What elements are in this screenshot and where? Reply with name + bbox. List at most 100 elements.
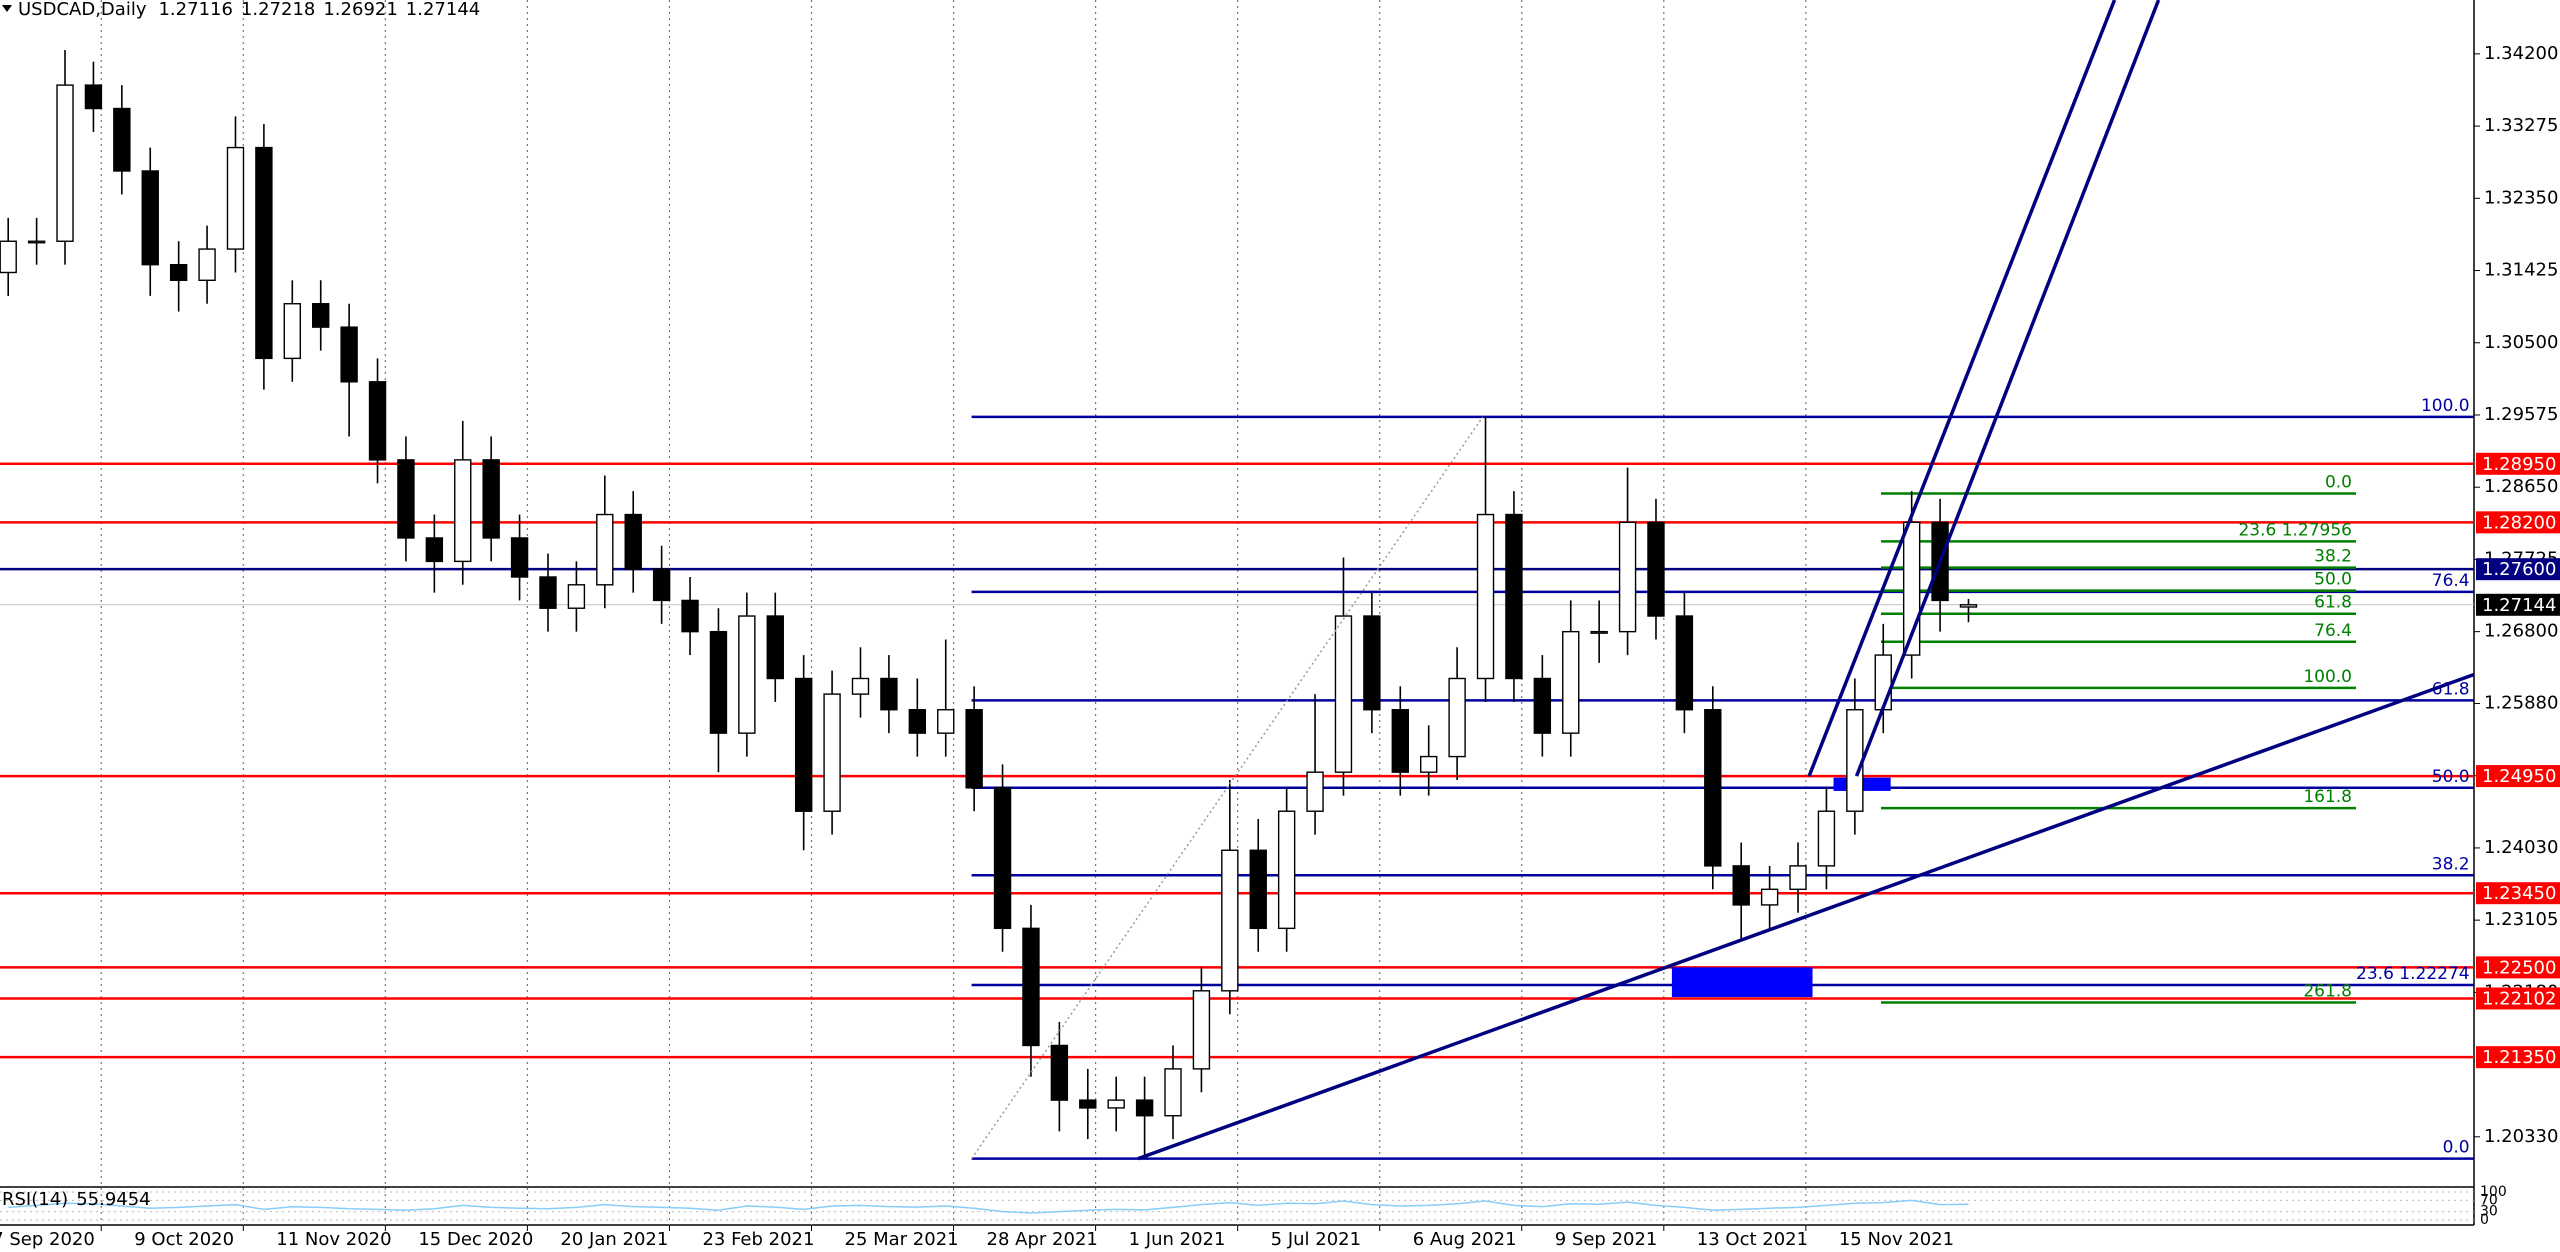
candle-body bbox=[1533, 677, 1552, 734]
x-tick-label: 23 Feb 2021 bbox=[702, 1229, 814, 1250]
candle-body bbox=[1079, 1099, 1097, 1109]
rsi-value: 55.9454 bbox=[76, 1189, 150, 1210]
rsi-header: RSI(14) 55.9454 bbox=[2, 1189, 151, 1210]
y-tick-label: 1.25880 bbox=[2484, 692, 2558, 713]
rsi-line bbox=[8, 1199, 1969, 1214]
current-price-tag bbox=[2476, 593, 2560, 616]
level-tag bbox=[2476, 882, 2560, 905]
candle-body bbox=[880, 677, 898, 711]
candle-body bbox=[1618, 521, 1637, 633]
candle-body bbox=[397, 459, 415, 539]
fib-label: 23.6 1.22274 bbox=[2356, 964, 2470, 984]
candle-body bbox=[1704, 709, 1722, 867]
zone bbox=[1671, 967, 1813, 998]
y-tick-label: 1.23105 bbox=[2484, 909, 2558, 930]
level-tag bbox=[2476, 558, 2560, 581]
candle-body bbox=[0, 240, 17, 274]
candle-body bbox=[454, 459, 472, 563]
x-tick-label: 7 Sep 2020 bbox=[0, 1229, 95, 1250]
rsi-tick-label: 70 bbox=[2480, 1192, 2498, 1208]
candle-body bbox=[851, 677, 870, 695]
candle-body bbox=[1306, 771, 1324, 812]
fib-label: 61.8 bbox=[2314, 593, 2352, 613]
candle-body bbox=[738, 615, 756, 734]
rsi-tick-label: 0 bbox=[2480, 1212, 2489, 1228]
trendline bbox=[1854, 0, 2161, 777]
candle-body bbox=[1022, 927, 1040, 1047]
candle-body bbox=[1760, 888, 1779, 906]
candle-body bbox=[681, 599, 699, 633]
x-tick-label: 9 Oct 2020 bbox=[134, 1229, 234, 1250]
candle-body bbox=[1959, 604, 1978, 608]
candle-body bbox=[1334, 615, 1353, 773]
x-tick-label: 1 Jun 2021 bbox=[1129, 1229, 1226, 1250]
y-tick-label: 1.32350 bbox=[2484, 187, 2558, 208]
candle-body bbox=[1050, 1044, 1069, 1101]
level-labels: 1.28950 1.28200 1.27600 1.24950 1.23450 1.225… bbox=[2476, 452, 2560, 1069]
x-tick-label: 15 Dec 2020 bbox=[418, 1229, 533, 1250]
candle-body bbox=[1874, 654, 1892, 711]
candles bbox=[0, 49, 1978, 1159]
price-axis: 1.34200 1.33275 1.32350 1.31425 1.30500 1.295… bbox=[2474, 43, 2558, 1147]
candle-body bbox=[340, 326, 358, 383]
candle-body bbox=[1647, 521, 1665, 617]
x-tick-label: 9 Sep 2021 bbox=[1555, 1229, 1658, 1250]
candle-body bbox=[596, 513, 614, 586]
menu-triangle[interactable] bbox=[2, 5, 12, 12]
candle-body bbox=[255, 146, 273, 360]
x-tick-label: 25 Mar 2021 bbox=[845, 1229, 959, 1250]
candle-body bbox=[283, 303, 301, 360]
candle-body bbox=[624, 513, 642, 570]
candle-body bbox=[1846, 709, 1864, 812]
trendlines bbox=[970, 0, 2474, 1161]
rsi-name: RSI(14) bbox=[2, 1189, 68, 1210]
candle-body bbox=[1590, 630, 1608, 634]
fib-label: 100.0 bbox=[2421, 396, 2470, 416]
close-value: 1.27144 bbox=[406, 0, 480, 20]
fib-label: 100.0 bbox=[2303, 667, 2352, 687]
candle-body bbox=[993, 787, 1012, 930]
candle-body bbox=[141, 170, 159, 266]
candle-body bbox=[312, 303, 330, 328]
candle-body bbox=[823, 693, 841, 812]
y-tick-label: 1.31425 bbox=[2484, 260, 2558, 281]
candle-body bbox=[766, 615, 784, 680]
level-tag-label: 1.24950 bbox=[2482, 766, 2556, 787]
open-value: 1.27116 bbox=[158, 0, 232, 20]
level-tag-label: 1.22500 bbox=[2482, 957, 2556, 978]
fib-label: 261.8 bbox=[2303, 982, 2352, 1002]
y-tick-label: 1.29575 bbox=[2484, 404, 2558, 425]
level-tag-label: 1.21350 bbox=[2482, 1047, 2556, 1068]
fib-label: 50.0 bbox=[2314, 570, 2352, 590]
candle-body bbox=[965, 709, 983, 789]
candle-body bbox=[567, 584, 586, 609]
candle-body bbox=[1277, 810, 1296, 930]
candle-body bbox=[425, 537, 444, 563]
fib-label: 76.4 bbox=[2314, 621, 2352, 641]
candle-body bbox=[1164, 1068, 1182, 1117]
time-axis: 7 Sep 2020 9 Oct 2020 11 Nov 2020 15 Dec 20… bbox=[0, 1225, 1954, 1250]
level-tag bbox=[2476, 452, 2560, 475]
candle-body bbox=[1732, 865, 1750, 906]
candle-body bbox=[1249, 849, 1267, 930]
candle-body bbox=[652, 568, 671, 602]
y-tick-label: 1.33275 bbox=[2484, 115, 2558, 136]
level-tag-label: 1.28950 bbox=[2482, 454, 2556, 475]
fib-label: 23.6 1.27956 bbox=[2238, 520, 2352, 540]
candle-body bbox=[1562, 630, 1580, 734]
y-tick-label: 1.24030 bbox=[2484, 837, 2558, 858]
candle-body bbox=[1192, 990, 1211, 1070]
low-value: 1.26921 bbox=[323, 0, 397, 20]
trendline bbox=[970, 416, 1484, 1160]
candle-body bbox=[1107, 1099, 1125, 1109]
x-tick-label: 6 Aug 2021 bbox=[1413, 1229, 1517, 1250]
x-tick-label: 20 Jan 2021 bbox=[560, 1229, 668, 1250]
chart-header: USDCAD,Daily 1.27116 1.27218 1.26921 1.27144 bbox=[18, 0, 480, 20]
candle-body bbox=[1221, 849, 1239, 992]
current-price-tag: 1.27144 bbox=[2476, 593, 2560, 616]
candle-body bbox=[113, 107, 131, 172]
level-tag bbox=[2476, 956, 2560, 979]
candle-body bbox=[794, 677, 813, 812]
